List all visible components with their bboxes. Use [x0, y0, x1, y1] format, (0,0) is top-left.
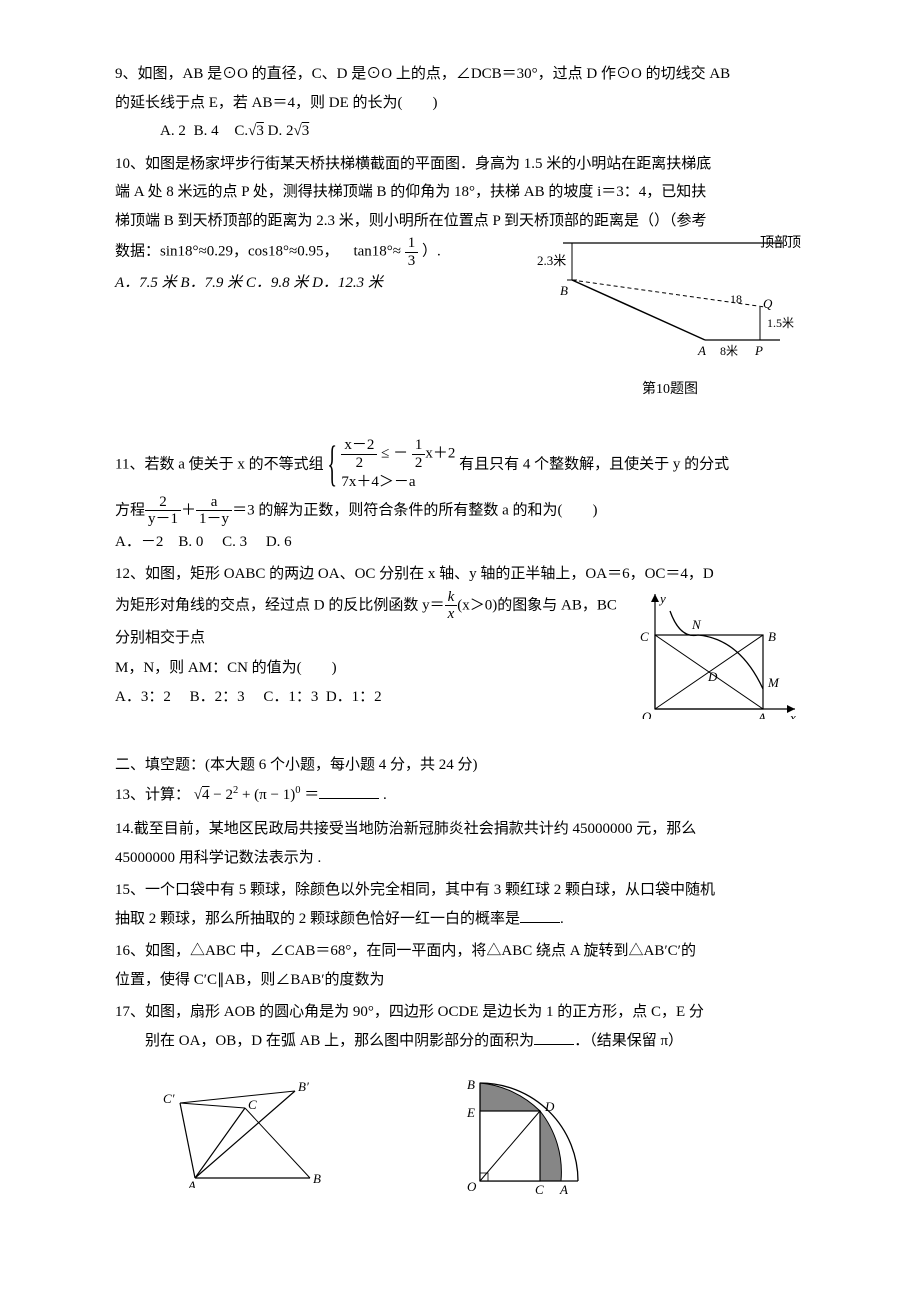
q14-line2: 45000000 用科学记数法表示为 .	[115, 844, 805, 873]
svg-text:A: A	[559, 1182, 568, 1197]
question-11: 11、若数 a 使关于 x 的不等式组 x－22 ≤ － 12x＋2 7x＋4＞…	[115, 437, 805, 556]
fig10-height-label: 2.3米	[537, 253, 566, 268]
question-15: 15、一个口袋中有 5 颗球，除颜色以外完全相同，其中有 3 颗红球 2 颗白球…	[115, 876, 805, 933]
q9-options: A. 2 B. 4 C.√3 D. 2√3	[115, 117, 805, 146]
svg-text:C: C	[248, 1097, 257, 1112]
fig10-a: A	[697, 343, 706, 358]
fig10-q: Q	[763, 296, 773, 311]
q10-fig-caption: 第10题图	[535, 377, 805, 404]
q17-blank	[534, 1030, 574, 1045]
question-13: 13、计算： √4 − 22 + (π − 1)0 ＝ .	[115, 780, 805, 812]
q15-line1: 15、一个口袋中有 5 颗球，除颜色以外完全相同，其中有 3 颗红球 2 颗白球…	[115, 876, 805, 905]
q10-line1: 10、如图是杨家坪步行街某天桥扶梯横截面的平面图．身高为 1.5 米的小明站在距…	[115, 150, 805, 179]
q9-opt-c-val: √3	[248, 123, 264, 139]
fig10-p: P	[754, 343, 763, 358]
q11-options: A．－2 B. 0 C. 3 D. 6	[115, 528, 805, 557]
svg-text:B: B	[467, 1077, 475, 1092]
q9-opt-c-prefix: C.	[234, 123, 248, 139]
q14-line1: 14.截至目前，某地区民政局共接受当地防治新冠肺炎社会捐款共计约 4500000…	[115, 815, 805, 844]
q9-opt-d-prefix: D. 2	[268, 123, 294, 139]
q9-opt-b: B. 4	[194, 123, 219, 139]
svg-text:O: O	[467, 1179, 477, 1194]
q10-line3: 梯顶端 B 到天桥顶部的距离为 2.3 米，则小明所在位置点 P 到天桥顶部的距…	[115, 207, 805, 236]
svg-text:B: B	[313, 1171, 321, 1186]
q9-line1: 9、如图，AB 是⊙O 的直径，C、D 是⊙O 上的点，∠DCB＝30°，过点 …	[115, 60, 805, 89]
fig17-svg: B E D O C A	[455, 1073, 585, 1198]
svg-text:O: O	[642, 709, 652, 719]
q15-blank	[520, 908, 560, 923]
svg-text:N: N	[691, 617, 702, 632]
q17-line1: 17、如图，扇形 AOB 的圆心角是为 90°，四边形 OCDE 是边长为 1 …	[115, 998, 805, 1027]
svg-text:A: A	[757, 710, 766, 719]
q11-line2: 方程2y－1＋a1－y＝3 的解为正数，则符合条件的所有整数 a 的和为( )	[115, 494, 805, 528]
q12-line1: 12、如图，矩形 OABC 的两边 OA、OC 分别在 x 轴、y 轴的正半轴上…	[115, 560, 805, 589]
question-17: 17、如图，扇形 AOB 的圆心角是为 90°，四边形 OCDE 是边长为 1 …	[115, 998, 805, 1055]
svg-text:E: E	[466, 1105, 475, 1120]
section-2-title: 二、填空题：(本大题 6 个小题，每小题 4 分，共 24 分)	[115, 751, 805, 780]
fig10-top-label: 顶	[787, 236, 801, 251]
q10-line2: 端 A 处 8 米远的点 P 处，测得扶梯顶端 B 的仰角为 18°，扶梯 AB…	[115, 178, 805, 207]
svg-text:C′: C′	[163, 1091, 175, 1106]
svg-text:C: C	[535, 1182, 544, 1197]
question-9: 9、如图，AB 是⊙O 的直径，C、D 是⊙O 上的点，∠DCB＝30°，过点 …	[115, 60, 805, 146]
svg-text:A: A	[187, 1178, 196, 1188]
fig10-dist: 8米	[720, 344, 738, 358]
q9-opt-d-val: √3	[293, 123, 309, 139]
q16-line2: 位置，使得 C′C∥AB，则∠BAB′的度数为	[115, 966, 805, 995]
svg-text:B: B	[768, 629, 776, 644]
q10-svg: 顶 2.3米 顶部 B 18 Q 1.5米 A 8米 P	[535, 225, 805, 370]
svg-text:y: y	[658, 591, 666, 606]
question-14: 14.截至目前，某地区民政局共接受当地防治新冠肺炎社会捐款共计约 4500000…	[115, 815, 805, 872]
q10-frac: 1 3	[405, 235, 419, 269]
fig10-person-h: 1.5米	[767, 316, 794, 330]
fig10-angle: 18	[730, 292, 742, 306]
question-10: 10、如图是杨家坪步行街某天桥扶梯横截面的平面图．身高为 1.5 米的小明站在距…	[115, 150, 805, 404]
q9-opt-a: A. 2	[160, 123, 186, 139]
q15-line2: 抽取 2 颗球，那么所抽取的 2 颗球颜色恰好一红一白的概率是.	[115, 905, 805, 934]
question-16: 16、如图，△ABC 中，∠CAB＝68°，在同一平面内，将△ABC 绕点 A …	[115, 937, 805, 994]
q13-blank	[319, 784, 379, 799]
svg-text:B′: B′	[298, 1079, 309, 1094]
svg-text:M: M	[767, 675, 780, 690]
q11-system: x－22 ≤ － 12x＋2 7x＋4＞－a	[327, 437, 455, 494]
q9-line2: 的延长线于点 E，若 AB＝4，则 DE 的长为( )	[115, 89, 805, 118]
svg-text:C: C	[640, 629, 649, 644]
q12-svg: y x C N B D M O A	[630, 589, 805, 719]
question-12: 12、如图，矩形 OABC 的两边 OA、OC 分别在 x 轴、y 轴的正半轴上…	[115, 560, 805, 729]
fig10-b: B	[560, 283, 568, 298]
svg-text:x: x	[789, 710, 796, 719]
svg-text:D: D	[707, 669, 718, 684]
svg-text:D: D	[544, 1099, 555, 1114]
bottom-figures: C′ B′ C A B B E D O C A	[115, 1073, 805, 1198]
svg-text:顶部: 顶部	[760, 235, 788, 251]
q12-figure: y x C N B D M O A	[630, 589, 805, 730]
q10-figure: 顶 2.3米 顶部 B 18 Q 1.5米 A 8米 P 第10题图	[535, 225, 805, 403]
q11-line1: 11、若数 a 使关于 x 的不等式组 x－22 ≤ － 12x＋2 7x＋4＞…	[115, 437, 805, 494]
q13-sqrt: √4	[194, 787, 210, 803]
fig16-svg: C′ B′ C A B	[155, 1073, 335, 1188]
q16-line1: 16、如图，△ABC 中，∠CAB＝68°，在同一平面内，将△ABC 绕点 A …	[115, 937, 805, 966]
q17-line2: 别在 OA，OB，D 在弧 AB 上，那么图中阴影部分的面积为．（结果保留 π）	[115, 1027, 805, 1056]
